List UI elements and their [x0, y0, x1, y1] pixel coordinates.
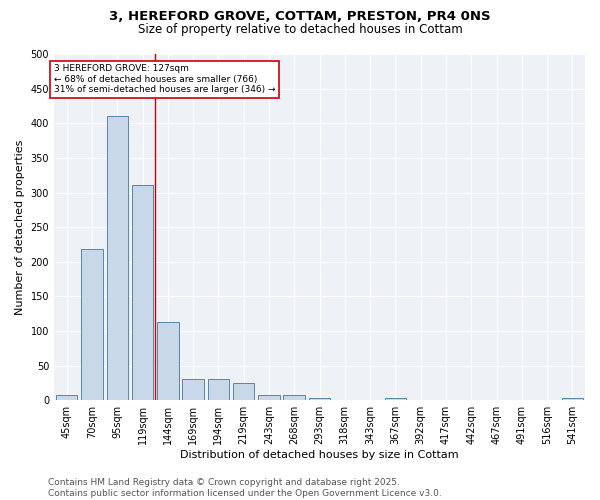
Bar — [385, 398, 406, 400]
Bar — [562, 398, 583, 400]
Y-axis label: Number of detached properties: Number of detached properties — [15, 140, 25, 315]
Bar — [157, 322, 179, 400]
Text: 3, HEREFORD GROVE, COTTAM, PRESTON, PR4 0NS: 3, HEREFORD GROVE, COTTAM, PRESTON, PR4 … — [109, 10, 491, 23]
Bar — [132, 185, 153, 400]
Bar — [56, 395, 77, 400]
Bar — [309, 398, 330, 400]
Bar — [182, 379, 204, 400]
Bar — [107, 116, 128, 401]
Bar — [233, 383, 254, 400]
X-axis label: Distribution of detached houses by size in Cottam: Distribution of detached houses by size … — [180, 450, 459, 460]
Bar — [283, 395, 305, 400]
Bar — [208, 379, 229, 400]
Text: Size of property relative to detached houses in Cottam: Size of property relative to detached ho… — [137, 22, 463, 36]
Bar — [258, 395, 280, 400]
Text: Contains HM Land Registry data © Crown copyright and database right 2025.
Contai: Contains HM Land Registry data © Crown c… — [48, 478, 442, 498]
Text: 3 HEREFORD GROVE: 127sqm
← 68% of detached houses are smaller (766)
31% of semi-: 3 HEREFORD GROVE: 127sqm ← 68% of detach… — [54, 64, 275, 94]
Bar — [81, 248, 103, 400]
